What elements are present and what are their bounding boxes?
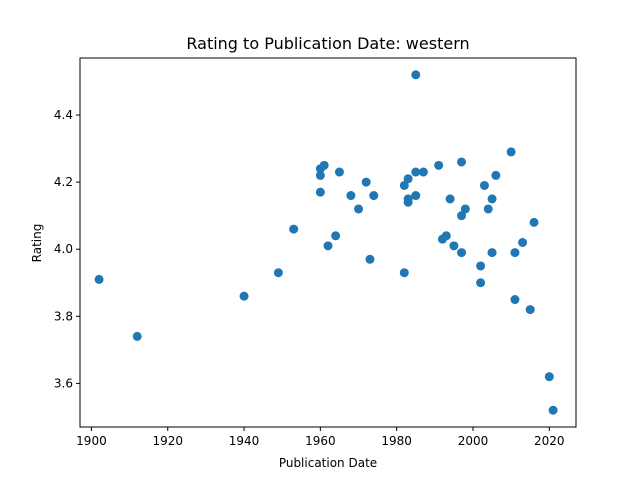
chart-title: Rating to Publication Date: western — [186, 34, 469, 53]
data-point — [403, 174, 413, 184]
data-point — [403, 194, 413, 204]
x-tick-label: 2020 — [534, 434, 565, 448]
data-point — [457, 248, 467, 258]
data-point — [434, 160, 444, 170]
data-point — [483, 204, 493, 214]
data-point — [441, 231, 451, 241]
x-tick-label: 1900 — [76, 434, 107, 448]
data-point — [361, 177, 371, 187]
data-point — [289, 224, 299, 234]
data-point — [487, 248, 497, 258]
data-point — [525, 305, 535, 315]
data-point — [399, 180, 409, 190]
data-point — [510, 248, 520, 258]
data-point — [457, 157, 467, 167]
data-point — [518, 238, 528, 247]
x-tick-label: 1920 — [152, 434, 183, 448]
data-point — [331, 231, 341, 241]
plot-frame — [79, 57, 577, 428]
data-point — [94, 274, 104, 284]
data-point — [506, 147, 516, 157]
data-point — [476, 278, 486, 288]
y-tick-label: 4.0 — [54, 242, 73, 256]
data-point — [346, 191, 356, 201]
y-tick-label: 3.6 — [54, 376, 73, 390]
data-point — [491, 170, 501, 180]
data-point — [510, 295, 520, 305]
y-tick-label: 4.2 — [54, 175, 73, 189]
data-point — [445, 194, 455, 204]
data-point — [323, 241, 333, 251]
y-tick-label: 4.4 — [54, 108, 73, 122]
data-point — [487, 194, 497, 204]
data-point — [334, 167, 344, 177]
y-ticks: 3.6 3.8 4.0 4.2 4.4 — [54, 108, 80, 390]
x-axis-label: Publication Date — [279, 456, 377, 470]
data-point — [411, 191, 421, 201]
x-tick-label: 2000 — [458, 434, 489, 448]
data-point — [315, 170, 325, 180]
x-tick-label: 1980 — [381, 434, 412, 448]
y-tick-label: 3.8 — [54, 309, 73, 323]
data-point — [315, 187, 325, 197]
data-point — [239, 291, 249, 301]
data-point — [457, 211, 467, 221]
data-point — [449, 241, 459, 251]
y-axis-label: Rating — [30, 224, 44, 263]
data-point — [479, 180, 489, 190]
data-point — [418, 167, 428, 177]
data-point — [411, 70, 421, 80]
x-ticks: 1900 1920 1940 1960 1980 2000 2020 — [76, 427, 565, 448]
data-point — [529, 217, 539, 227]
points-layer — [94, 70, 558, 415]
data-point — [460, 204, 470, 214]
data-point — [273, 268, 283, 278]
data-point — [411, 167, 421, 177]
data-point — [399, 268, 409, 278]
data-point — [365, 254, 375, 264]
data-point — [132, 331, 142, 341]
data-point — [354, 204, 364, 214]
x-tick-label: 1940 — [229, 434, 260, 448]
data-point — [548, 405, 558, 415]
x-tick-label: 1960 — [305, 434, 336, 448]
data-point — [369, 191, 379, 201]
data-point — [319, 160, 329, 170]
data-point — [544, 372, 554, 382]
data-point — [476, 261, 486, 271]
